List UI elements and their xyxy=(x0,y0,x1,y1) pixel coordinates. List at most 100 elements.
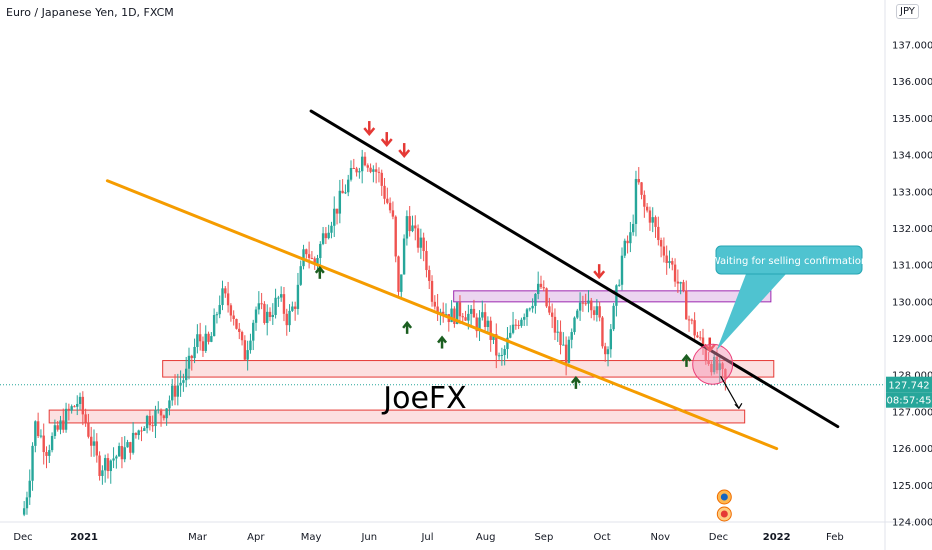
candle-body xyxy=(296,284,300,309)
candle-body xyxy=(481,312,484,318)
candle-body xyxy=(634,178,638,224)
candle-body xyxy=(115,456,118,459)
sell-arrow-head xyxy=(398,149,411,159)
candle-body xyxy=(648,210,652,223)
time-tick-label: Oct xyxy=(593,532,610,543)
candle-body xyxy=(439,311,442,313)
candle-body xyxy=(198,334,202,342)
price-tick-label: 133.000 xyxy=(892,187,932,198)
countdown-label: 08:57:45 xyxy=(887,396,932,407)
candle-body xyxy=(210,336,213,342)
candle-body xyxy=(458,302,462,317)
candle-body xyxy=(668,261,671,263)
candle-body xyxy=(112,458,115,461)
candle-body xyxy=(690,319,694,321)
price-tick-label: 131.000 xyxy=(892,261,932,272)
candle-body xyxy=(106,458,110,472)
dividend-icon-core xyxy=(720,510,728,518)
candle-body xyxy=(444,314,448,316)
descending-support xyxy=(105,179,779,451)
candle-body xyxy=(109,460,112,472)
candle-body xyxy=(131,432,135,453)
candle-body xyxy=(145,415,149,429)
candle-body xyxy=(576,310,579,318)
candle-body xyxy=(81,396,85,415)
candle-body xyxy=(59,420,62,430)
time-tick-label: May xyxy=(301,532,322,543)
candle-body xyxy=(324,233,328,239)
candle-body xyxy=(157,409,160,411)
sell-arrow-head xyxy=(593,270,606,280)
price-tick-label: 134.000 xyxy=(892,151,932,162)
candle-body xyxy=(266,311,269,323)
callout-text: Waiting for selling confirmation xyxy=(711,256,867,267)
chart-title: Euro / Japanese Yen, 1D, FXCM xyxy=(6,6,174,19)
candle-body xyxy=(249,340,252,351)
candle-body xyxy=(556,331,559,333)
sell-arrow xyxy=(380,132,393,148)
price-tick-label: 137.000 xyxy=(892,41,932,52)
candle-body xyxy=(372,169,375,172)
candle-body xyxy=(517,324,520,326)
candle-body xyxy=(419,237,423,248)
time-tick-label: 2021 xyxy=(70,532,98,543)
sell-arrow-head xyxy=(363,127,376,137)
candle-body xyxy=(344,192,347,194)
candle-body xyxy=(182,380,185,383)
candle-body xyxy=(120,446,124,460)
earnings-icon-core xyxy=(720,493,728,501)
candle-body xyxy=(693,320,696,336)
candle-body xyxy=(388,202,392,211)
buy-arrow xyxy=(402,320,413,334)
candle-body xyxy=(525,309,529,318)
candle-body xyxy=(696,335,699,338)
candle-body xyxy=(28,480,31,498)
currency-badge[interactable]: JPY xyxy=(896,4,919,19)
candle-body xyxy=(671,261,674,265)
candle-body xyxy=(531,305,534,309)
candle-body xyxy=(422,237,425,252)
candle-body xyxy=(545,288,548,307)
candle-body xyxy=(475,317,478,332)
candle-body xyxy=(257,303,261,310)
candle-body xyxy=(117,446,121,457)
price-tick-label: 124.000 xyxy=(892,518,932,529)
candle-body xyxy=(623,240,626,256)
sell-arrow xyxy=(363,121,376,137)
candle-body xyxy=(76,404,79,407)
candle-body xyxy=(187,355,191,369)
candle-body xyxy=(53,425,57,436)
projection-arrow-shaft xyxy=(720,375,740,409)
candle-body xyxy=(173,385,177,397)
price-tick-label: 125.000 xyxy=(892,481,932,492)
candle-body xyxy=(715,356,719,371)
candle-body xyxy=(469,308,473,314)
candle-body xyxy=(509,332,512,338)
candle-body xyxy=(377,171,381,173)
candle-body xyxy=(402,238,406,275)
watermark: JoeFX xyxy=(381,381,466,416)
candle-body xyxy=(562,344,565,346)
candle-body xyxy=(184,368,188,381)
sell-arrow xyxy=(398,143,411,159)
candle-body xyxy=(285,313,288,326)
candle-body xyxy=(67,408,71,411)
price-tick-label: 128.000 xyxy=(892,371,932,382)
candle-body xyxy=(514,324,518,326)
candle-body xyxy=(50,435,54,451)
candle-body xyxy=(243,340,247,360)
candle-body xyxy=(316,258,319,264)
sell-arrow xyxy=(703,337,716,353)
candle-body xyxy=(584,303,587,305)
candle-body xyxy=(595,306,599,315)
candle-body xyxy=(355,168,358,173)
candle-body xyxy=(687,319,691,321)
candle-body xyxy=(313,258,316,264)
candle-body xyxy=(604,346,607,355)
candle-body xyxy=(307,254,311,258)
time-tick-label: Jul xyxy=(420,532,433,543)
buy-arrow-head xyxy=(314,265,325,274)
candle-body xyxy=(154,410,157,427)
candle-body xyxy=(601,317,604,347)
